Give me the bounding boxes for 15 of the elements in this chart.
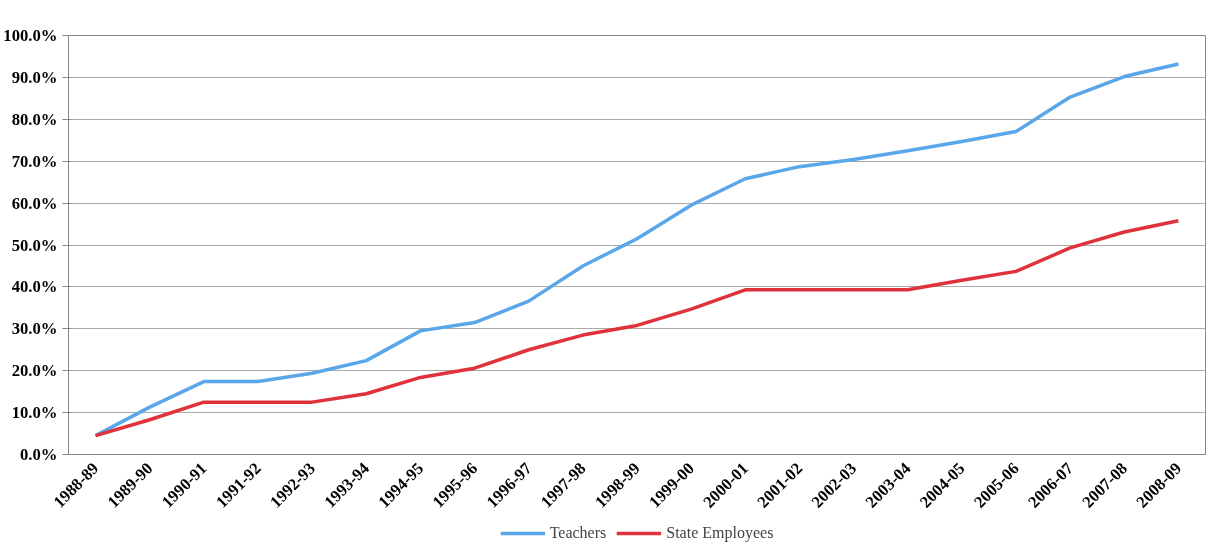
y-tick-label: 50.0% (11, 235, 58, 255)
y-tick-label: 30.0% (11, 319, 58, 339)
y-tick-label: 80.0% (11, 109, 58, 129)
y-tick-label: 40.0% (11, 277, 58, 297)
line-series (93, 218, 1181, 438)
y-tick-label: 0.0% (20, 445, 58, 464)
y-tick-label: 10.0% (11, 403, 58, 423)
legend-label: Teachers (549, 524, 607, 542)
legend-label: State Employees (666, 524, 774, 542)
y-tick-label: 90.0% (11, 67, 58, 87)
y-tick-label: 70.0% (11, 151, 58, 171)
y-tick-label: 60.0% (11, 193, 58, 213)
y-tick-label: 20.0% (11, 361, 58, 381)
y-tick-label: 100.0% (3, 26, 58, 45)
line-series (93, 62, 1181, 438)
